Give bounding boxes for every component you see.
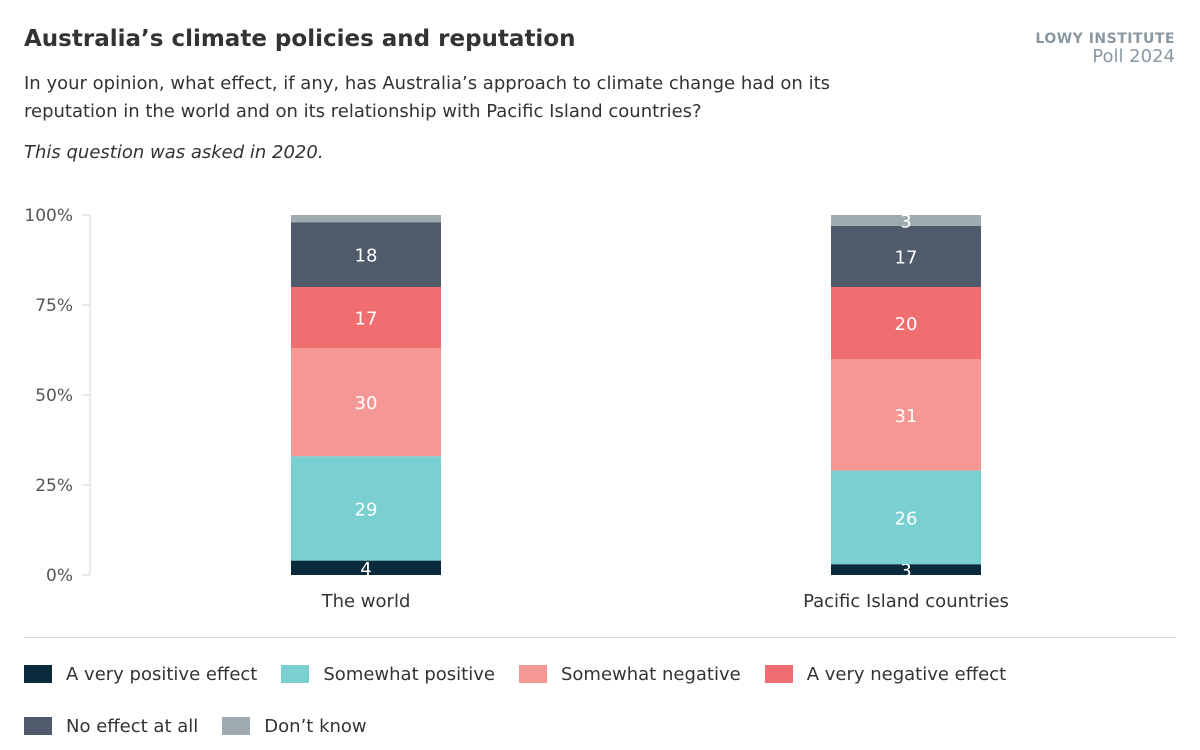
legend-swatch [764, 665, 793, 683]
data-label: 31 [895, 406, 918, 427]
y-tick-label: 75% [35, 296, 73, 316]
legend-swatch [24, 717, 52, 735]
brand-line2: Poll 2024 [1092, 46, 1175, 67]
bar-segment [291, 215, 441, 223]
data-label: 17 [895, 247, 918, 268]
legend-label: Somewhat negative [560, 663, 741, 685]
data-label: 29 [355, 499, 378, 520]
legend-label: Somewhat positive [323, 663, 495, 685]
data-label: 20 [895, 314, 918, 335]
bar-segment [291, 560, 441, 575]
legend-swatch [222, 717, 251, 735]
legend-item: Somewhat negative [518, 662, 741, 686]
y-tick-label: 25% [35, 476, 73, 496]
bar-segment [291, 348, 441, 457]
legend-item: Somewhat positive [281, 662, 495, 686]
legend-label: A very negative effect [806, 663, 1007, 685]
data-label: 3 [900, 561, 911, 582]
y-tick-label: 50% [35, 386, 73, 406]
stacked-bar-chart: 0% 25% 50% 75% 100% 4 29 30 17 18 The world 3 26 31 20… [24, 206, 1009, 612]
divider [24, 637, 1176, 638]
brand-line1: LOWY INSTITUTE [1035, 31, 1175, 47]
legend-item: No effect at all [24, 714, 198, 738]
legend-label: No effect at all [66, 715, 199, 737]
legend-label: Don’t know [264, 715, 367, 737]
y-tick-label: 100% [24, 206, 73, 226]
bar-segment [831, 287, 981, 359]
legend-item: Don’t know [222, 714, 367, 738]
legend: A very positive effect Somewhat positive S… [24, 662, 1124, 738]
y-tick-label: 0% [46, 566, 73, 586]
bar-segment [291, 287, 441, 349]
bar-segment [831, 225, 981, 287]
legend-label: A very positive effect [66, 663, 258, 685]
data-label: 17 [355, 309, 378, 330]
brand-logo: LOWY INSTITUTE Poll 2024 [1035, 30, 1175, 66]
legend-item: A very positive effect [24, 662, 257, 686]
data-label: 26 [895, 508, 918, 529]
x-tick-label: Pacific Island countries [803, 591, 1009, 612]
legend-swatch [281, 665, 310, 683]
data-label: 18 [355, 246, 378, 267]
bar-segment [291, 456, 441, 561]
chart-subtitle: In your opinion, what effect, if any, ha… [24, 73, 831, 122]
legend-swatch [518, 665, 547, 683]
legend-item: A very negative effect [764, 662, 1007, 686]
bar-segment [831, 564, 981, 575]
chart-title: Australia’s climate policies and reputat… [24, 26, 576, 52]
bar-segment [291, 222, 441, 287]
legend-swatch [24, 665, 52, 683]
chart-note: This question was asked in 2020. [24, 142, 324, 163]
bar-segment [831, 470, 981, 565]
data-label: 4 [360, 559, 371, 580]
data-label: 3 [900, 211, 911, 232]
bar-segment [831, 215, 981, 226]
data-label: 30 [355, 393, 378, 414]
x-tick-label: The world [321, 591, 411, 612]
bar-segment [831, 359, 981, 471]
